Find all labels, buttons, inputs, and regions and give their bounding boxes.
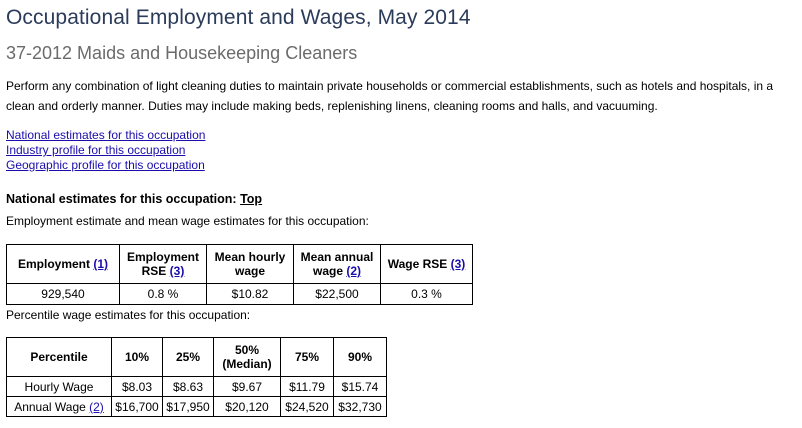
cell-employment: 929,540 xyxy=(6,283,120,305)
section-links: National estimates for this occupation I… xyxy=(6,128,205,173)
cell-hourly-p10: $8.03 xyxy=(111,376,163,397)
footnote-link-3[interactable]: (3) xyxy=(169,264,185,278)
link-industry-profile[interactable]: Industry profile for this occupation xyxy=(6,143,186,157)
occupation-description: Perform any combination of light cleanin… xyxy=(6,79,774,113)
cell-hourly-p25: $8.63 xyxy=(162,376,214,397)
header-percentile: Percentile xyxy=(6,337,112,377)
cell-annual-p10: $16,700 xyxy=(111,396,163,417)
hourly-wage-label: Hourly Wage xyxy=(6,376,112,397)
header-mean-hourly: Mean hourly wage xyxy=(206,244,294,284)
footnote-link-1[interactable]: (1) xyxy=(93,257,109,271)
employment-table: Employment (1) Employment RSE (3) Mean h… xyxy=(6,244,473,305)
cell-wage-rse: 0.3 % xyxy=(380,283,473,305)
cell-annual-p90: $32,730 xyxy=(333,396,387,417)
percentile-table: Percentile 10% 25% 50% (Median) 75% 90% … xyxy=(6,337,387,417)
header-p50: 50% (Median) xyxy=(213,337,281,377)
header-p25: 25% xyxy=(162,337,214,377)
link-geographic-profile[interactable]: Geographic profile for this occupation xyxy=(6,158,205,172)
annual-wage-label: Annual Wage (2) xyxy=(6,396,112,417)
cell-hourly-p50: $9.67 xyxy=(213,376,281,397)
cell-annual-p75: $24,520 xyxy=(280,396,334,417)
footnote-link-2[interactable]: (2) xyxy=(89,399,104,414)
header-p10: 10% xyxy=(111,337,163,377)
footnote-link-2[interactable]: (2) xyxy=(346,264,362,278)
cell-annual-p25: $17,950 xyxy=(162,396,214,417)
header-wage-rse: Wage RSE (3) xyxy=(380,244,473,284)
header-employment: Employment (1) xyxy=(6,244,120,284)
cell-hourly-p90: $15.74 xyxy=(333,376,387,397)
cell-employment-rse: 0.8 % xyxy=(119,283,207,305)
header-mean-annual: Mean annual wage (2) xyxy=(293,244,381,284)
employment-intro: Employment estimate and mean wage estima… xyxy=(6,214,369,228)
cell-mean-annual: $22,500 xyxy=(293,283,381,305)
percentile-intro: Percentile wage estimates for this occup… xyxy=(6,308,251,322)
page-title: Occupational Employment and Wages, May 2… xyxy=(6,6,471,29)
table-row: 929,540 0.8 % $10.82 $22,500 0.3 % xyxy=(6,283,473,305)
cell-mean-hourly: $10.82 xyxy=(206,283,294,305)
cell-annual-p50: $20,120 xyxy=(213,396,281,417)
national-estimates-heading: National estimates for this occupation: … xyxy=(6,192,262,206)
header-employment-rse: Employment RSE (3) xyxy=(119,244,207,284)
table-row: Hourly Wage $8.03 $8.63 $9.67 $11.79 $15… xyxy=(6,376,387,397)
header-p90: 90% xyxy=(333,337,387,377)
header-p75: 75% xyxy=(280,337,334,377)
top-link[interactable]: Top xyxy=(240,192,263,206)
cell-hourly-p75: $11.79 xyxy=(280,376,334,397)
link-national-estimates[interactable]: National estimates for this occupation xyxy=(6,128,206,142)
section-heading-text: National estimates for this occupation: xyxy=(6,192,237,206)
table-row: Annual Wage (2) $16,700 $17,950 $20,120 … xyxy=(6,396,387,417)
page-subtitle: 37-2012 Maids and Housekeeping Cleaners xyxy=(6,43,358,63)
footnote-link-3[interactable]: (3) xyxy=(450,257,466,271)
